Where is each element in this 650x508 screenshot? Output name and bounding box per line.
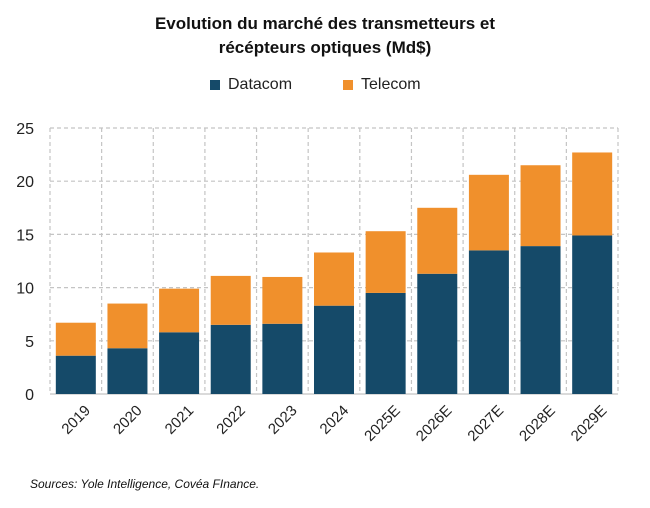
bar-telecom-2021 <box>159 288 200 333</box>
legend-label-telecom: Telecom <box>361 76 421 93</box>
x-tick-label-2020: 2020 <box>110 402 146 438</box>
y-tick-label-25: 25 <box>16 121 34 138</box>
x-tick-label-2024: 2024 <box>317 402 353 438</box>
bar-telecom-2024 <box>314 252 354 306</box>
legend-item-datacom: Datacom <box>210 76 292 94</box>
legend-item-telecom: Telecom <box>343 76 421 94</box>
chart-title: Evolution du marché des transmetteurs et… <box>0 12 650 60</box>
bar-datacom-2024 <box>314 305 354 394</box>
x-tick-label-2023: 2023 <box>265 402 301 438</box>
x-tick-label-2026E: 2026E <box>413 402 456 445</box>
chart-legend: Datacom Telecom <box>0 76 650 96</box>
bar-telecom-2027E <box>468 174 509 251</box>
x-tick-label-2021: 2021 <box>162 402 198 438</box>
source-note: Sources: Yole Intelligence, Covéa FInanc… <box>30 477 260 491</box>
legend-label-datacom: Datacom <box>228 76 293 93</box>
x-tick-label-2028E: 2028E <box>516 402 559 445</box>
bar-telecom-2019 <box>55 322 96 356</box>
bar-datacom-2027E <box>468 250 509 394</box>
bar-telecom-2028E <box>520 165 561 247</box>
bar-telecom-2020 <box>107 303 148 349</box>
bar-datacom-2021 <box>159 332 200 394</box>
bar-telecom-2025E <box>365 231 406 293</box>
bar-telecom-2029E <box>572 152 613 236</box>
legend-swatch-datacom <box>210 80 220 90</box>
bar-datacom-2019 <box>55 355 96 394</box>
chart-title-line-1: Evolution du marché des transmetteurs et <box>154 14 496 33</box>
bar-telecom-2023 <box>262 276 303 324</box>
x-tick-label-2025E: 2025E <box>361 402 404 445</box>
y-tick-label-20: 20 <box>16 174 34 191</box>
y-tick-label-5: 5 <box>25 334 34 351</box>
bar-datacom-2022 <box>210 324 251 394</box>
bar-datacom-2020 <box>107 348 148 394</box>
chart-title-line-2: récépteurs optiques (Md$) <box>218 38 432 57</box>
bar-datacom-2023 <box>262 323 303 394</box>
bar-datacom-2025E <box>365 292 406 394</box>
y-tick-label-10: 10 <box>16 281 34 298</box>
y-tick-label-15: 15 <box>16 227 34 244</box>
legend-swatch-telecom <box>343 80 353 90</box>
x-tick-label-2029E: 2029E <box>568 402 611 445</box>
y-tick-label-0: 0 <box>25 387 34 404</box>
bar-telecom-2022 <box>210 275 251 325</box>
bar-datacom-2028E <box>520 246 561 394</box>
bar-telecom-2026E <box>417 207 458 274</box>
x-tick-label-2019: 2019 <box>58 402 94 438</box>
x-tick-label-2027E: 2027E <box>464 402 507 445</box>
x-tick-label-2022: 2022 <box>213 402 249 438</box>
bar-datacom-2026E <box>417 273 458 394</box>
bar-datacom-2029E <box>572 235 613 394</box>
